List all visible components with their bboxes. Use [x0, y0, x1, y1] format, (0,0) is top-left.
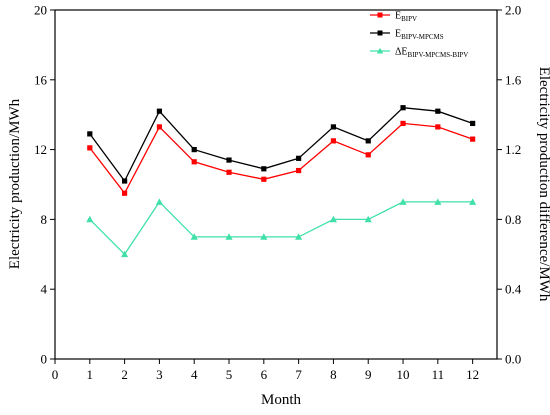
- series-lines: [86, 105, 477, 258]
- x-tick-label-4: 4: [191, 367, 198, 382]
- y-tick-label-16: 16: [34, 72, 48, 87]
- legend-label-2: ΔEBIPV-MPCMS-BIPV: [395, 47, 468, 60]
- series-2-point-10: [399, 198, 407, 205]
- x-tick-label-8: 8: [330, 367, 337, 382]
- y-axis-title: Electricity production/MWh: [7, 98, 23, 269]
- series-2-line: [89, 200, 473, 256]
- legend-marker-1: [377, 30, 383, 36]
- y-tick-label-0: 0: [41, 352, 48, 367]
- legend-label-1: EBIPV-MPCMS: [395, 29, 444, 42]
- legend-label-sub-1: BIPV-MPCMS: [401, 33, 444, 41]
- x-tick-label-11: 11: [432, 367, 445, 382]
- legend-label-main-0: E: [395, 11, 401, 22]
- legend-label-sub-2: BIPV-MPCMS-BIPV: [408, 51, 469, 59]
- series-0-point-2: [122, 190, 128, 196]
- series-2-point-6: [260, 233, 268, 240]
- y2-tick-label-2.0: 2.0: [505, 3, 521, 18]
- plot-frame: [54, 9, 498, 360]
- x-tick-label-12: 12: [466, 367, 479, 382]
- y2-tick-label-0.0: 0.0: [505, 352, 521, 367]
- series-0-point-3: [156, 124, 163, 130]
- x-tick-label-2: 2: [121, 367, 128, 382]
- series-2-point-8: [329, 215, 338, 223]
- x-tick-label-1: 1: [87, 367, 94, 382]
- y2-tick-label-1.6: 1.6: [505, 72, 522, 87]
- y2-axis-title: Electricity production difference/MWh: [536, 67, 550, 302]
- series-0-point-6: [261, 176, 267, 182]
- y2-tick-label-1.2: 1.2: [505, 142, 521, 157]
- series-0-point-1: [87, 145, 93, 151]
- y2-tick-label-0.4: 0.4: [505, 282, 522, 297]
- series-0-point-5: [226, 169, 232, 175]
- series-0-point-8: [330, 138, 337, 144]
- series-0-point-7: [296, 167, 302, 174]
- y-tick-label-12: 12: [34, 142, 47, 157]
- series-2-point-7: [295, 233, 303, 240]
- series-0-point-11: [435, 124, 441, 130]
- legend-marker-0: [377, 12, 383, 18]
- series-1-point-9: [365, 138, 371, 144]
- series-2-point-12: [469, 198, 477, 205]
- y-tick-label-20: 20: [34, 3, 47, 18]
- legend-label-main-1: E: [395, 29, 401, 40]
- x-axis-title: Month: [261, 392, 302, 408]
- x-tick-label-0: 0: [52, 367, 59, 382]
- series-2-point-2: [121, 250, 129, 258]
- legend-label-sub-0: BIPV: [401, 15, 417, 23]
- series-1-point-11: [435, 108, 441, 114]
- y2-tick-label-0.8: 0.8: [505, 212, 521, 227]
- series-2-point-1: [86, 215, 94, 223]
- series-1-point-1: [87, 131, 93, 137]
- legend-marker-2: [376, 47, 384, 54]
- series-2-point-9: [364, 215, 372, 223]
- series-0-point-12: [470, 136, 476, 142]
- series-1-line: [89, 107, 473, 183]
- legend-label-0: EBIPV: [395, 11, 417, 24]
- series-2-point-4: [190, 233, 198, 240]
- plot-border: [54, 9, 498, 360]
- x-tick-label-7: 7: [295, 367, 302, 382]
- series-1-point-8: [330, 124, 337, 130]
- y-tick-label-4: 4: [41, 282, 48, 297]
- series-1-point-6: [261, 166, 267, 172]
- series-1-point-12: [470, 120, 476, 127]
- legend-label-main-2: ΔE: [395, 47, 408, 58]
- series-1-point-2: [122, 178, 128, 184]
- series-1-point-5: [226, 157, 232, 163]
- x-tick-label-10: 10: [397, 367, 410, 382]
- y-tick-label-8: 8: [41, 212, 48, 227]
- series-1-point-10: [400, 105, 406, 111]
- x-tick-label-6: 6: [261, 367, 268, 382]
- series-2-point-11: [434, 198, 442, 205]
- series-2-point-3: [155, 198, 164, 205]
- series-0-point-4: [191, 159, 197, 165]
- series-1-point-3: [156, 108, 163, 114]
- x-tick-label-3: 3: [156, 367, 163, 382]
- series-0-point-10: [400, 120, 406, 127]
- x-tick-label-9: 9: [365, 367, 372, 382]
- series-1-point-4: [191, 147, 197, 153]
- series-0-line: [89, 122, 473, 195]
- x-tick-label-5: 5: [226, 367, 233, 382]
- series-2-point-5: [225, 233, 233, 240]
- series-1-point-7: [296, 155, 302, 161]
- axis-ticks: 0 1 2 3 4 5 6 7 8 9 10 11 120481216200.00.40.81.21.6…: [34, 3, 522, 383]
- series-0-point-9: [365, 152, 371, 158]
